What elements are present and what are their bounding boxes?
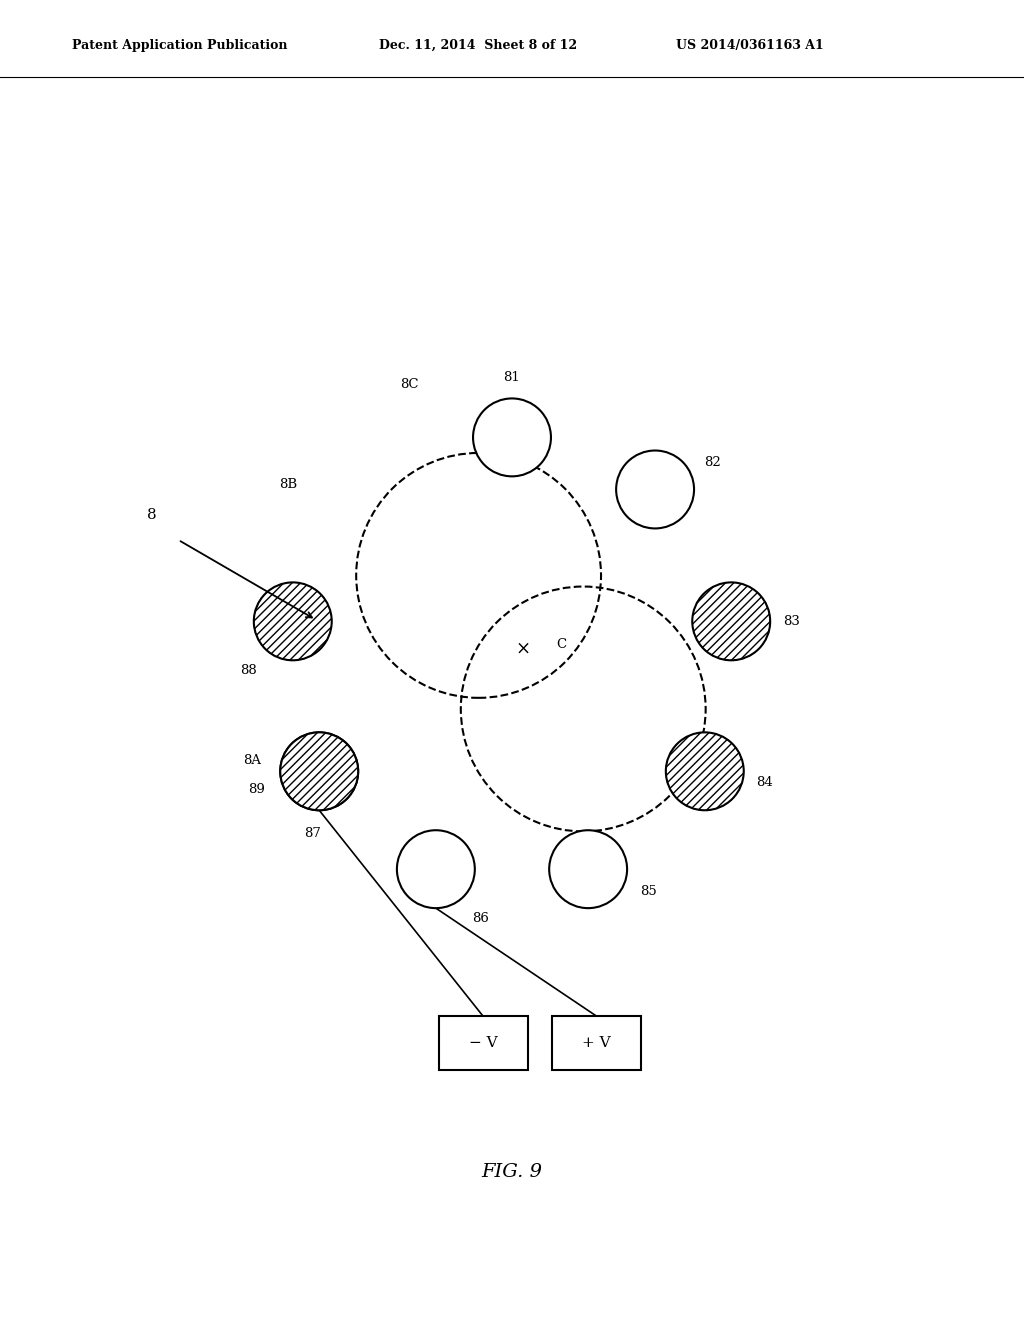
- Text: 83: 83: [783, 615, 800, 628]
- Text: 85: 85: [640, 884, 656, 898]
- Bar: [438, 1016, 527, 1069]
- Text: 82: 82: [705, 457, 721, 469]
- Circle shape: [692, 582, 770, 660]
- Text: 89: 89: [249, 783, 265, 796]
- Text: FIG. 9: FIG. 9: [481, 1163, 543, 1181]
- Text: 87: 87: [304, 828, 321, 840]
- Text: C: C: [556, 638, 566, 651]
- Circle shape: [281, 733, 358, 810]
- Circle shape: [473, 399, 551, 477]
- Text: 8: 8: [146, 508, 157, 523]
- Text: 84: 84: [757, 776, 773, 789]
- Text: − V: − V: [469, 1036, 498, 1049]
- Circle shape: [254, 582, 332, 660]
- Text: 8A: 8A: [244, 754, 261, 767]
- Bar: [552, 1016, 641, 1069]
- Text: + V: + V: [583, 1036, 611, 1049]
- Text: ×: ×: [515, 640, 530, 657]
- Text: US 2014/0361163 A1: US 2014/0361163 A1: [676, 38, 823, 51]
- Circle shape: [281, 733, 358, 810]
- Text: 8C: 8C: [400, 378, 419, 391]
- Text: Dec. 11, 2014  Sheet 8 of 12: Dec. 11, 2014 Sheet 8 of 12: [379, 38, 577, 51]
- Text: Patent Application Publication: Patent Application Publication: [72, 38, 287, 51]
- Circle shape: [397, 830, 475, 908]
- Circle shape: [616, 450, 694, 528]
- Circle shape: [549, 830, 627, 908]
- Text: 81: 81: [504, 371, 520, 384]
- Text: 8B: 8B: [279, 478, 297, 491]
- Circle shape: [666, 733, 743, 810]
- Text: 86: 86: [472, 912, 488, 924]
- Text: 88: 88: [240, 664, 257, 677]
